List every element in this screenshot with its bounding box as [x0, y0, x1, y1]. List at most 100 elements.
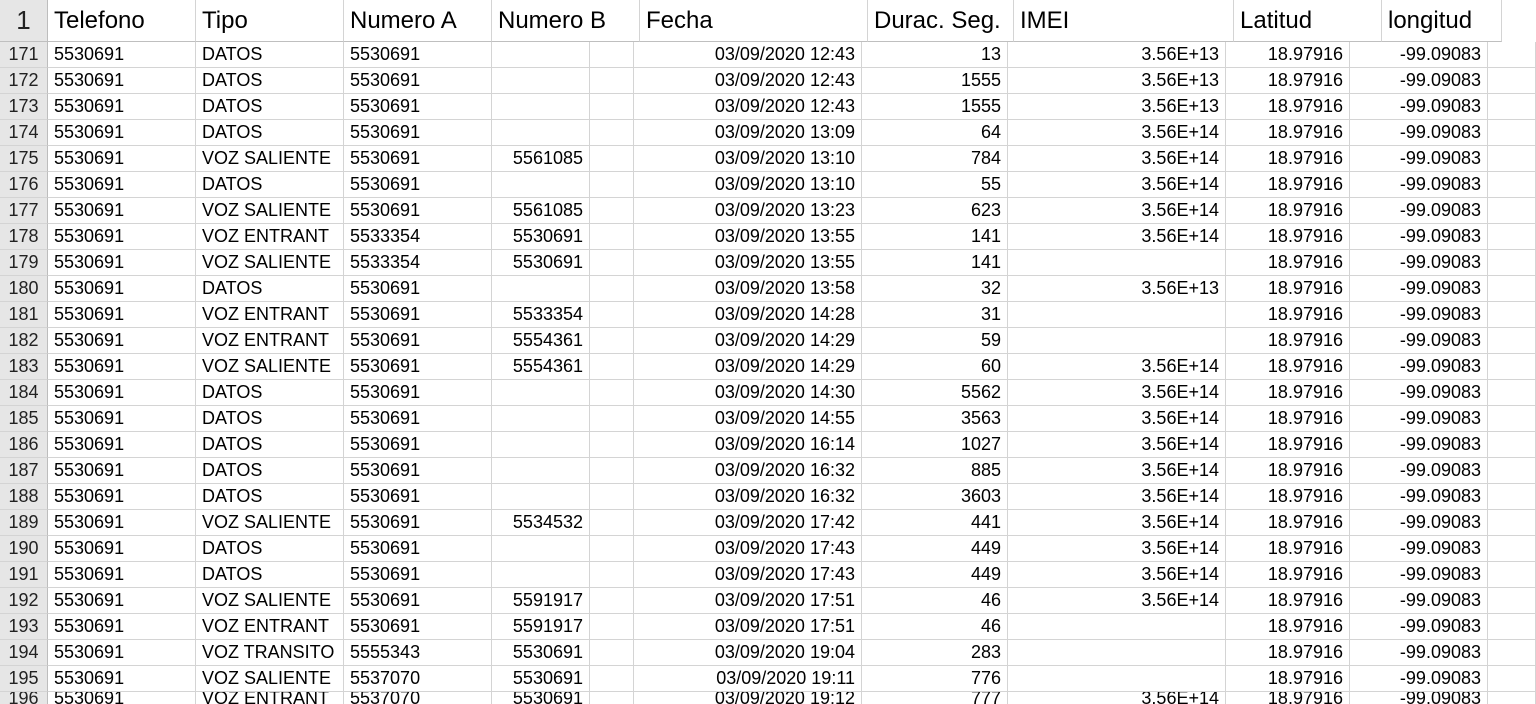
cell-trailing[interactable]: [1488, 120, 1536, 146]
cell-numero-a[interactable]: 5530691: [344, 198, 492, 224]
cell-imei[interactable]: 3.56E+14: [1008, 484, 1226, 510]
cell-gap[interactable]: [590, 224, 634, 250]
cell-fecha[interactable]: 03/09/2020 14:28: [634, 302, 862, 328]
cell-latitud[interactable]: 18.97916: [1226, 640, 1350, 666]
cell-telefono[interactable]: 5530691: [48, 484, 196, 510]
cell-gap[interactable]: [590, 68, 634, 94]
row-number[interactable]: 195: [0, 666, 48, 692]
cell-longitud[interactable]: -99.09083: [1350, 146, 1488, 172]
cell-trailing[interactable]: [1488, 692, 1536, 704]
cell-duracion[interactable]: 623: [862, 198, 1008, 224]
cell-gap[interactable]: [590, 484, 634, 510]
cell-numero-b[interactable]: [492, 458, 590, 484]
cell-numero-a[interactable]: 5530691: [344, 484, 492, 510]
cell-duracion[interactable]: 784: [862, 146, 1008, 172]
cell-fecha[interactable]: 03/09/2020 14:30: [634, 380, 862, 406]
cell-tipo[interactable]: VOZ SALIENTE: [196, 250, 344, 276]
row-number[interactable]: 196: [0, 692, 48, 704]
cell-fecha[interactable]: 03/09/2020 13:58: [634, 276, 862, 302]
cell-numero-b[interactable]: 5591917: [492, 614, 590, 640]
cell-duracion[interactable]: 3563: [862, 406, 1008, 432]
cell-trailing[interactable]: [1488, 458, 1536, 484]
cell-numero-b[interactable]: [492, 484, 590, 510]
cell-numero-b[interactable]: [492, 432, 590, 458]
cell-trailing[interactable]: [1488, 640, 1536, 666]
cell-tipo[interactable]: DATOS: [196, 120, 344, 146]
cell-gap[interactable]: [590, 510, 634, 536]
cell-latitud[interactable]: 18.97916: [1226, 328, 1350, 354]
cell-tipo[interactable]: VOZ ENTRANT: [196, 614, 344, 640]
cell-imei[interactable]: 3.56E+14: [1008, 692, 1226, 704]
cell-gap[interactable]: [590, 588, 634, 614]
cell-gap[interactable]: [590, 354, 634, 380]
cell-telefono[interactable]: 5530691: [48, 198, 196, 224]
cell-fecha[interactable]: 03/09/2020 19:11: [634, 666, 862, 692]
cell-trailing[interactable]: [1488, 302, 1536, 328]
cell-numero-a[interactable]: 5530691: [344, 172, 492, 198]
row-number[interactable]: 193: [0, 614, 48, 640]
cell-imei[interactable]: 3.56E+13: [1008, 68, 1226, 94]
cell-telefono[interactable]: 5530691: [48, 328, 196, 354]
cell-fecha[interactable]: 03/09/2020 13:10: [634, 172, 862, 198]
header-telefono[interactable]: Telefono: [48, 0, 196, 42]
cell-longitud[interactable]: -99.09083: [1350, 354, 1488, 380]
cell-fecha[interactable]: 03/09/2020 17:51: [634, 588, 862, 614]
cell-gap[interactable]: [590, 666, 634, 692]
cell-telefono[interactable]: 5530691: [48, 640, 196, 666]
cell-telefono[interactable]: 5530691: [48, 68, 196, 94]
row-number[interactable]: 185: [0, 406, 48, 432]
cell-numero-a[interactable]: 5530691: [344, 536, 492, 562]
row-number[interactable]: 182: [0, 328, 48, 354]
cell-numero-a[interactable]: 5530691: [344, 328, 492, 354]
cell-telefono[interactable]: 5530691: [48, 458, 196, 484]
header-numero-a[interactable]: Numero A: [344, 0, 492, 42]
cell-trailing[interactable]: [1488, 354, 1536, 380]
cell-duracion[interactable]: 283: [862, 640, 1008, 666]
cell-numero-b[interactable]: 5591917: [492, 588, 590, 614]
cell-duracion[interactable]: 141: [862, 224, 1008, 250]
cell-gap[interactable]: [590, 536, 634, 562]
cell-imei[interactable]: 3.56E+14: [1008, 406, 1226, 432]
cell-fecha[interactable]: 03/09/2020 14:29: [634, 354, 862, 380]
cell-fecha[interactable]: 03/09/2020 13:23: [634, 198, 862, 224]
cell-gap[interactable]: [590, 302, 634, 328]
cell-gap[interactable]: [590, 692, 634, 704]
cell-telefono[interactable]: 5530691: [48, 42, 196, 68]
cell-duracion[interactable]: 55: [862, 172, 1008, 198]
cell-trailing[interactable]: [1488, 510, 1536, 536]
cell-latitud[interactable]: 18.97916: [1226, 562, 1350, 588]
cell-numero-b[interactable]: [492, 172, 590, 198]
cell-fecha[interactable]: 03/09/2020 12:43: [634, 68, 862, 94]
cell-fecha[interactable]: 03/09/2020 17:43: [634, 562, 862, 588]
cell-imei[interactable]: 3.56E+13: [1008, 94, 1226, 120]
cell-fecha[interactable]: 03/09/2020 12:43: [634, 42, 862, 68]
cell-fecha[interactable]: 03/09/2020 14:55: [634, 406, 862, 432]
row-number[interactable]: 174: [0, 120, 48, 146]
cell-numero-a[interactable]: 5530691: [344, 614, 492, 640]
cell-latitud[interactable]: 18.97916: [1226, 42, 1350, 68]
header-duracion[interactable]: Durac. Seg.: [868, 0, 1014, 42]
cell-tipo[interactable]: VOZ TRANSITO: [196, 640, 344, 666]
cell-gap[interactable]: [590, 562, 634, 588]
cell-imei[interactable]: 3.56E+14: [1008, 380, 1226, 406]
cell-telefono[interactable]: 5530691: [48, 666, 196, 692]
cell-trailing[interactable]: [1488, 328, 1536, 354]
cell-trailing[interactable]: [1488, 562, 1536, 588]
cell-tipo[interactable]: DATOS: [196, 380, 344, 406]
row-number[interactable]: 187: [0, 458, 48, 484]
cell-longitud[interactable]: -99.09083: [1350, 640, 1488, 666]
cell-numero-a[interactable]: 5530691: [344, 94, 492, 120]
cell-longitud[interactable]: -99.09083: [1350, 692, 1488, 704]
cell-duracion[interactable]: 1555: [862, 94, 1008, 120]
cell-longitud[interactable]: -99.09083: [1350, 250, 1488, 276]
cell-latitud[interactable]: 18.97916: [1226, 354, 1350, 380]
cell-longitud[interactable]: -99.09083: [1350, 68, 1488, 94]
cell-latitud[interactable]: 18.97916: [1226, 666, 1350, 692]
cell-longitud[interactable]: -99.09083: [1350, 42, 1488, 68]
cell-trailing[interactable]: [1488, 666, 1536, 692]
cell-latitud[interactable]: 18.97916: [1226, 380, 1350, 406]
cell-numero-a[interactable]: 5530691: [344, 406, 492, 432]
cell-duracion[interactable]: 885: [862, 458, 1008, 484]
cell-numero-b[interactable]: 5554361: [492, 354, 590, 380]
cell-numero-a[interactable]: 5537070: [344, 666, 492, 692]
